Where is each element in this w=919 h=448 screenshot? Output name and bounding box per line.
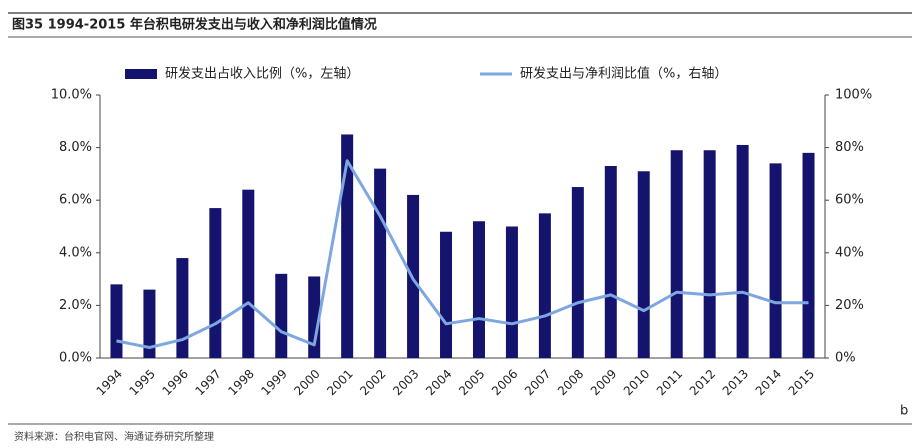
- x-tick-label: 1997: [192, 367, 223, 398]
- y-tick-label: 0.0%: [59, 351, 92, 366]
- y-tick-label: 6.0%: [59, 193, 92, 208]
- bar: [505, 226, 518, 358]
- x-tick-label: 2012: [687, 367, 718, 398]
- bar: [802, 152, 815, 358]
- legend-swatch: [125, 69, 157, 79]
- x-tick-label: 2002: [357, 367, 388, 398]
- x-tick-label: 2006: [489, 367, 520, 398]
- source: 资料来源：台积电官网、海通证券研究所整理: [14, 430, 214, 443]
- x-tick-label: 2007: [522, 367, 553, 398]
- bar: [308, 276, 321, 358]
- bar: [637, 171, 650, 358]
- bar: [275, 273, 288, 358]
- y2-tick-label: 40%: [835, 245, 864, 260]
- x-tick-label: 2005: [456, 367, 487, 398]
- bar: [143, 289, 156, 358]
- y-tick-label: 8.0%: [59, 140, 92, 155]
- bar: [209, 208, 222, 358]
- bar: [176, 258, 189, 358]
- bar: [670, 150, 683, 358]
- x-tick-label: 1998: [225, 367, 256, 398]
- bar: [769, 163, 782, 358]
- chart-title: 图35 1994-2015 年台积电研发支出与收入和净利润比值情况: [12, 17, 377, 33]
- line: [116, 159, 809, 349]
- y2-tick-label: 100%: [835, 88, 872, 103]
- x-tick-label: 2004: [423, 367, 454, 398]
- bar: [571, 187, 584, 358]
- x-tick-label: 1994: [94, 367, 125, 398]
- legend-label: 研发支出与净利润比值（%，右轴）: [520, 66, 727, 82]
- x-tick-label: 2003: [390, 367, 421, 398]
- x-tick-label: 1996: [159, 367, 190, 398]
- legend-label: 研发支出占收入比例（%，左轴）: [165, 66, 359, 82]
- bar: [703, 150, 716, 358]
- x-tick-label: 2010: [621, 367, 652, 398]
- x-tick-label: 2009: [588, 367, 619, 398]
- x-tick-label: 2014: [753, 367, 784, 398]
- bar: [242, 189, 255, 358]
- y-tick-label: 10.0%: [51, 88, 92, 103]
- bar: [472, 221, 485, 358]
- x-tick-label: 2000: [291, 367, 322, 398]
- y-tick-label: 2.0%: [59, 298, 92, 313]
- y2-tick-label: 0%: [835, 351, 856, 366]
- annotation: b: [900, 404, 908, 419]
- x-tick-label: 2015: [786, 367, 817, 398]
- bar: [374, 168, 387, 358]
- y2-tick-label: 60%: [835, 193, 864, 208]
- x-tick-label: 1995: [127, 367, 158, 398]
- x-tick-label: 1999: [258, 367, 289, 398]
- x-tick-label: 2008: [555, 367, 586, 398]
- x-tick-label: 2001: [324, 367, 355, 398]
- y-tick-label: 4.0%: [59, 245, 92, 260]
- y2-tick-label: 20%: [835, 298, 864, 313]
- x-tick-label: 2011: [654, 367, 685, 398]
- bar: [604, 166, 617, 358]
- bar: [341, 134, 354, 358]
- bar: [538, 213, 551, 358]
- bar: [440, 231, 453, 358]
- bar: [736, 144, 749, 358]
- y2-tick-label: 80%: [835, 140, 864, 155]
- bar: [110, 284, 123, 358]
- x-tick-label: 2013: [720, 367, 751, 398]
